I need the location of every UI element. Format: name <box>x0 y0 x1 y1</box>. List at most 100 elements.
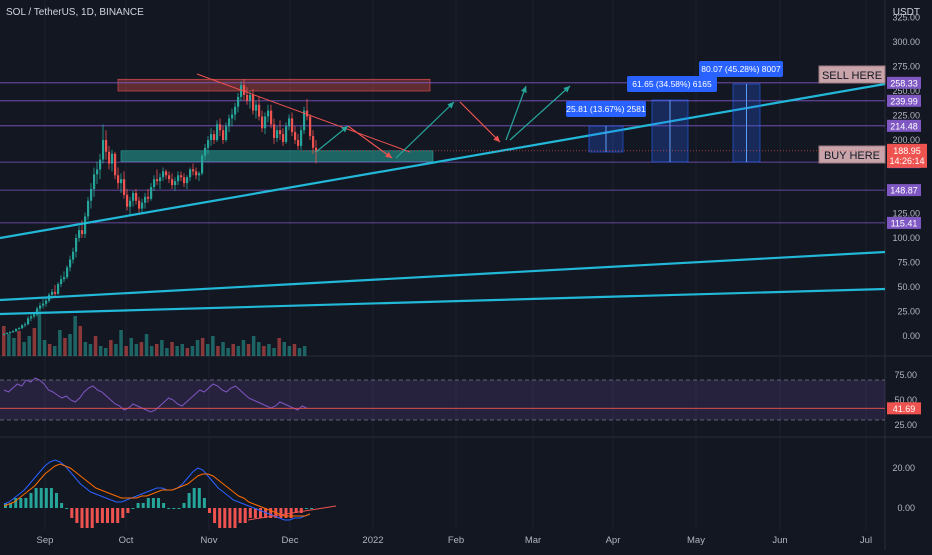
projection-arrow-up-head <box>447 102 454 109</box>
macd-histogram-bar <box>218 508 222 528</box>
macd-histogram-bar <box>44 488 48 508</box>
price-tick-label: 100.00 <box>892 233 920 243</box>
candle-body <box>27 318 30 325</box>
macd-histogram-bar <box>85 508 89 528</box>
macd-histogram-bar <box>116 508 120 523</box>
macd-histogram-bar <box>106 508 109 523</box>
volume-bar <box>58 330 62 356</box>
candle-body <box>300 130 303 146</box>
volume-bar <box>129 338 133 356</box>
volume-bar <box>221 342 225 356</box>
price-tick-label: 200.00 <box>892 135 920 145</box>
volume-bar <box>2 326 6 356</box>
x-tick-label: Dec <box>282 535 299 546</box>
candle-body <box>117 175 120 184</box>
candle-body <box>231 114 234 119</box>
candle-body <box>177 175 180 182</box>
projection-label-bg <box>699 61 783 77</box>
candle-body <box>312 136 315 148</box>
x-tick-label: Feb <box>448 535 464 546</box>
supply-zone <box>117 78 431 92</box>
macd-histogram-bar <box>49 488 53 508</box>
volume-bar <box>83 342 88 356</box>
projection-arrow-down-head <box>385 151 392 158</box>
price-tick-label: 25.00 <box>897 307 920 317</box>
candle-body <box>156 179 159 182</box>
volume-bar <box>170 342 174 356</box>
macd-histogram-bar <box>284 508 288 518</box>
macd-histogram-bar <box>233 508 237 528</box>
candle-body <box>132 192 135 201</box>
volume-bar <box>257 342 261 356</box>
candle-body <box>279 130 282 135</box>
candle-body <box>138 200 141 209</box>
macd-tick-label: 0.00 <box>897 503 915 513</box>
candle-body <box>219 124 222 131</box>
candle-body <box>102 140 105 160</box>
candle-body <box>264 116 267 129</box>
projection-label: 25.81 (13.67%) 2581 <box>566 104 646 114</box>
candle-body <box>180 175 183 178</box>
volume-bar <box>251 336 256 356</box>
macd-divergence-line <box>247 505 337 521</box>
trend-line-lower <box>0 250 886 302</box>
candle-body <box>153 179 156 188</box>
volume-bar <box>236 346 241 356</box>
candle-body <box>54 291 57 294</box>
rsi-tick-label: 75.00 <box>894 370 917 380</box>
candle-body <box>24 324 27 326</box>
candle-body <box>36 308 39 315</box>
candle-body <box>309 116 312 137</box>
buy-label-bg <box>818 145 886 164</box>
macd-histogram-bar <box>304 508 308 509</box>
price-level-tag <box>887 76 921 89</box>
volume-bar <box>195 340 200 356</box>
volume-bar <box>109 340 113 356</box>
candle-body <box>69 259 72 268</box>
projection-arrow-up <box>315 125 349 153</box>
macd-histogram-bar <box>299 508 303 513</box>
price-level-tag <box>887 216 921 229</box>
volume-bar <box>134 344 139 356</box>
candle-body <box>30 316 33 319</box>
candle-body <box>99 159 102 170</box>
macd-histogram-bar <box>121 508 125 518</box>
macd-histogram-bar <box>14 498 18 508</box>
chart-title: SOL / TetherUS, 1D, BINANCE <box>6 7 144 18</box>
candle-body <box>6 333 9 335</box>
projection-arrow-down <box>347 125 393 159</box>
macd-histogram-bar <box>269 508 273 518</box>
descending-resistance <box>196 73 411 153</box>
candle-body <box>57 284 60 294</box>
projection-arrow-up <box>505 85 527 141</box>
candle-body <box>270 110 273 125</box>
price-level-tag <box>887 184 921 197</box>
macd-histogram-bar <box>202 498 206 508</box>
trend-line-main <box>0 82 886 240</box>
candle-body <box>162 171 165 178</box>
macd-histogram-bar <box>253 508 257 518</box>
macd-histogram-bar <box>55 493 58 508</box>
candle-body <box>213 134 216 140</box>
macd-histogram-bar <box>39 488 43 508</box>
candle-body <box>21 325 24 329</box>
volume-bar <box>206 344 210 356</box>
macd-histogram-bar <box>60 503 64 508</box>
sell-label-bg <box>818 65 886 84</box>
macd-histogram-bar <box>126 508 130 513</box>
candle-body <box>255 104 258 111</box>
candle-body <box>168 175 171 180</box>
candle-body <box>87 200 90 217</box>
candle-body <box>174 181 177 186</box>
candle-body <box>171 179 174 186</box>
candle-body <box>285 126 288 142</box>
volume-bar <box>17 331 21 356</box>
candle-body <box>246 94 249 101</box>
volume-bar <box>246 344 251 356</box>
candle-body <box>144 196 147 203</box>
price-level-tag-label: 239.99 <box>890 96 918 106</box>
volume-bar <box>12 338 16 356</box>
projection-label-bg <box>627 76 717 92</box>
macd-histogram-bar <box>294 508 298 513</box>
